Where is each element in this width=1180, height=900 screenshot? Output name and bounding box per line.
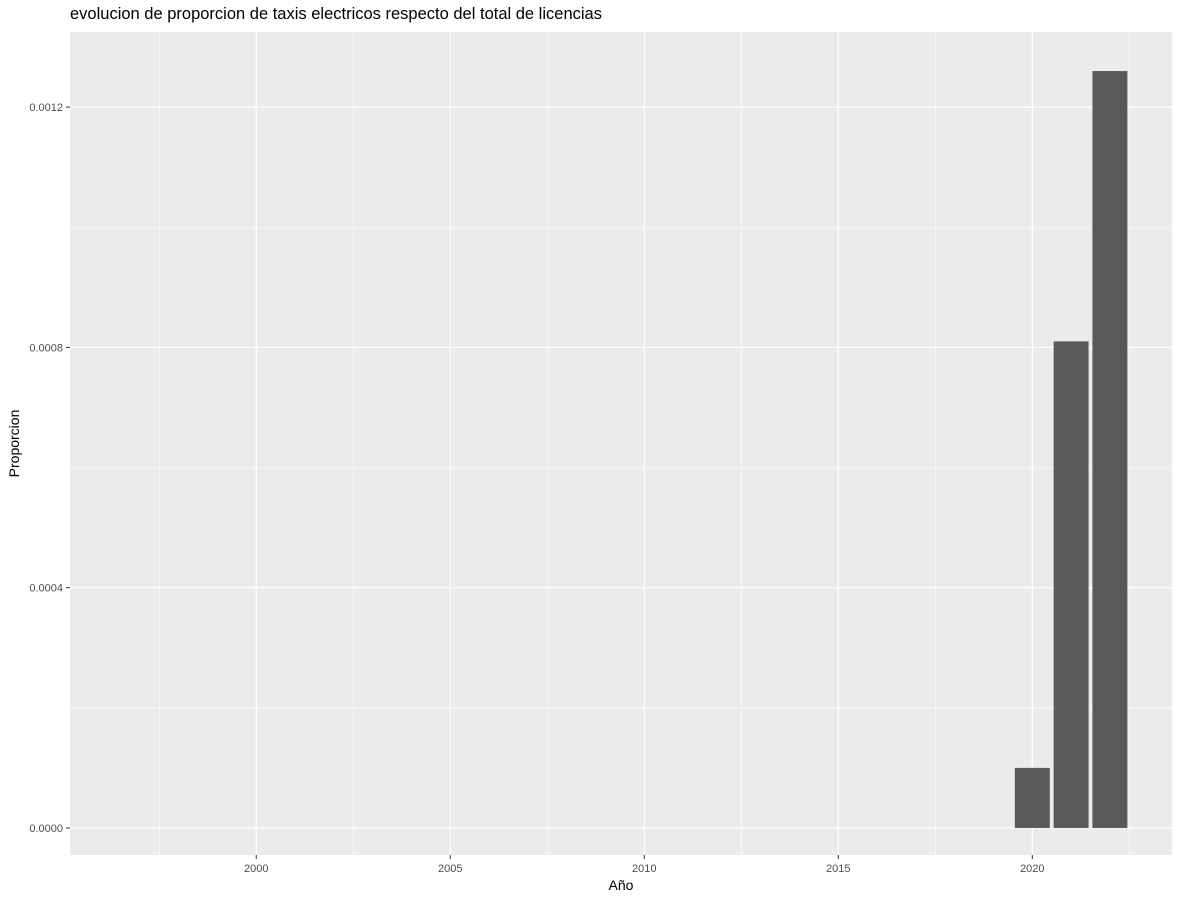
y-tick-label: 0.0008 bbox=[29, 342, 63, 354]
minor-gridlines bbox=[70, 32, 1172, 855]
y-axis-label: Proporcion bbox=[6, 410, 22, 478]
axis-ticks bbox=[66, 106, 1033, 859]
y-tick-label: 0.0000 bbox=[29, 823, 63, 835]
major-gridlines bbox=[70, 32, 1172, 855]
bars bbox=[1014, 71, 1128, 828]
bar-2020 bbox=[1014, 767, 1050, 828]
x-tick-label: 2020 bbox=[1020, 863, 1044, 875]
x-tick-label: 2010 bbox=[632, 863, 656, 875]
y-tick-label: 0.0004 bbox=[29, 583, 63, 595]
x-tick-label: 2000 bbox=[244, 863, 268, 875]
bar-2022 bbox=[1092, 71, 1128, 828]
x-tick-label: 2005 bbox=[438, 863, 462, 875]
bar-2021 bbox=[1053, 341, 1089, 828]
x-tick-label: 2015 bbox=[826, 863, 850, 875]
plot-panel bbox=[70, 32, 1172, 855]
chart-title: evolucion de proporcion de taxis electri… bbox=[70, 5, 602, 23]
y-tick-label: 0.0012 bbox=[29, 102, 63, 114]
x-axis-label: Año bbox=[609, 877, 634, 893]
axis-tick-labels: 2000 2005 2010 2015 2020 0.0000 0.0004 0.0008 0.… bbox=[29, 102, 1044, 875]
